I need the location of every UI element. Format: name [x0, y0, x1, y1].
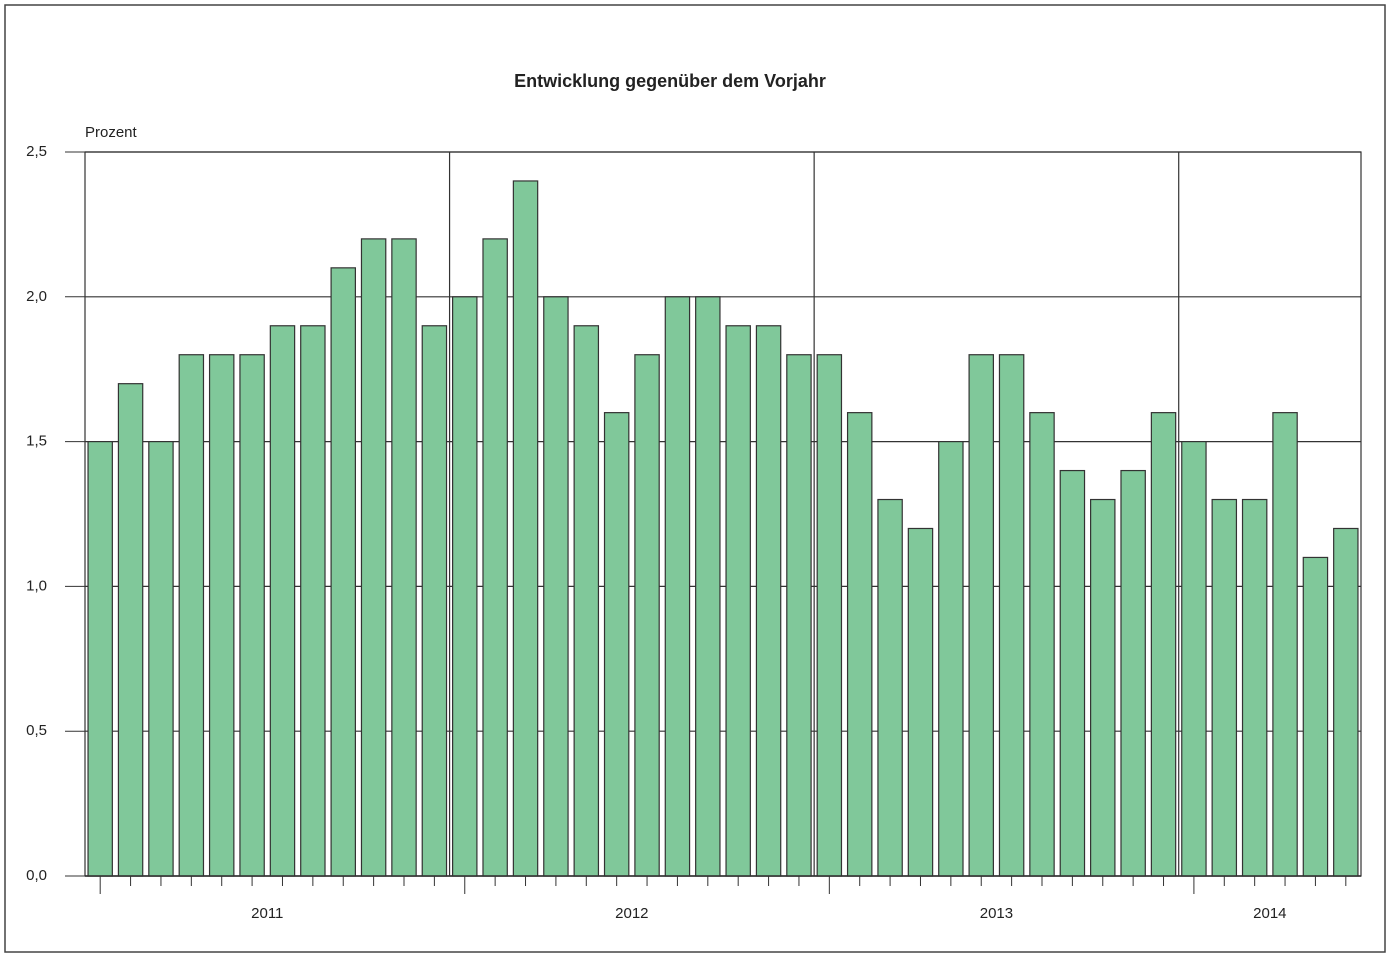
bar — [1059, 469, 1086, 877]
bar — [300, 325, 326, 877]
bar — [1333, 527, 1359, 877]
bar — [269, 325, 296, 877]
bar — [360, 238, 387, 877]
bar — [968, 354, 994, 877]
bar — [1272, 412, 1298, 877]
bar — [148, 441, 174, 877]
y-tick-label: 2,0 — [26, 288, 47, 305]
bar — [87, 441, 113, 877]
bar — [695, 296, 721, 877]
bar — [1241, 498, 1268, 877]
x-group-label: 2012 — [615, 905, 648, 922]
y-tick-label: 1,5 — [26, 433, 47, 450]
bar — [573, 325, 600, 877]
chart-title: Entwicklung gegenüber dem Vorjahr — [514, 71, 826, 91]
bar — [117, 383, 144, 877]
bar — [938, 441, 964, 877]
bar — [1181, 441, 1207, 877]
y-tick-label: 1,0 — [26, 577, 47, 594]
bar — [998, 354, 1025, 877]
x-group-label: 2014 — [1253, 905, 1286, 922]
bar — [543, 296, 569, 877]
bar — [907, 527, 934, 877]
bar — [1150, 412, 1177, 877]
x-group-label: 2011 — [251, 905, 283, 922]
y-axis-label: Prozent — [85, 124, 138, 141]
bar — [634, 354, 660, 877]
x-group-label: 2013 — [980, 905, 1013, 922]
bar — [421, 325, 448, 877]
bar — [664, 296, 691, 877]
bar — [1090, 498, 1116, 877]
bar — [1211, 498, 1238, 877]
bar — [1029, 412, 1055, 877]
bar — [391, 238, 417, 877]
bar — [877, 498, 903, 877]
y-tick-label: 0,0 — [26, 867, 47, 884]
bar — [208, 354, 235, 877]
bar — [239, 354, 265, 877]
frame — [4, 4, 1386, 953]
bar — [1302, 556, 1329, 877]
bar — [178, 354, 205, 877]
bar — [755, 325, 782, 877]
bar — [725, 325, 751, 877]
bar — [452, 296, 478, 877]
bar — [786, 354, 812, 877]
bar — [1120, 469, 1146, 877]
y-tick-label: 0,5 — [26, 722, 47, 739]
bar — [846, 412, 873, 877]
bar — [330, 267, 356, 877]
bar — [512, 180, 539, 877]
bar — [816, 354, 843, 877]
y-tick-label: 2,5 — [26, 143, 47, 160]
bar — [603, 412, 630, 877]
bar — [482, 238, 508, 877]
